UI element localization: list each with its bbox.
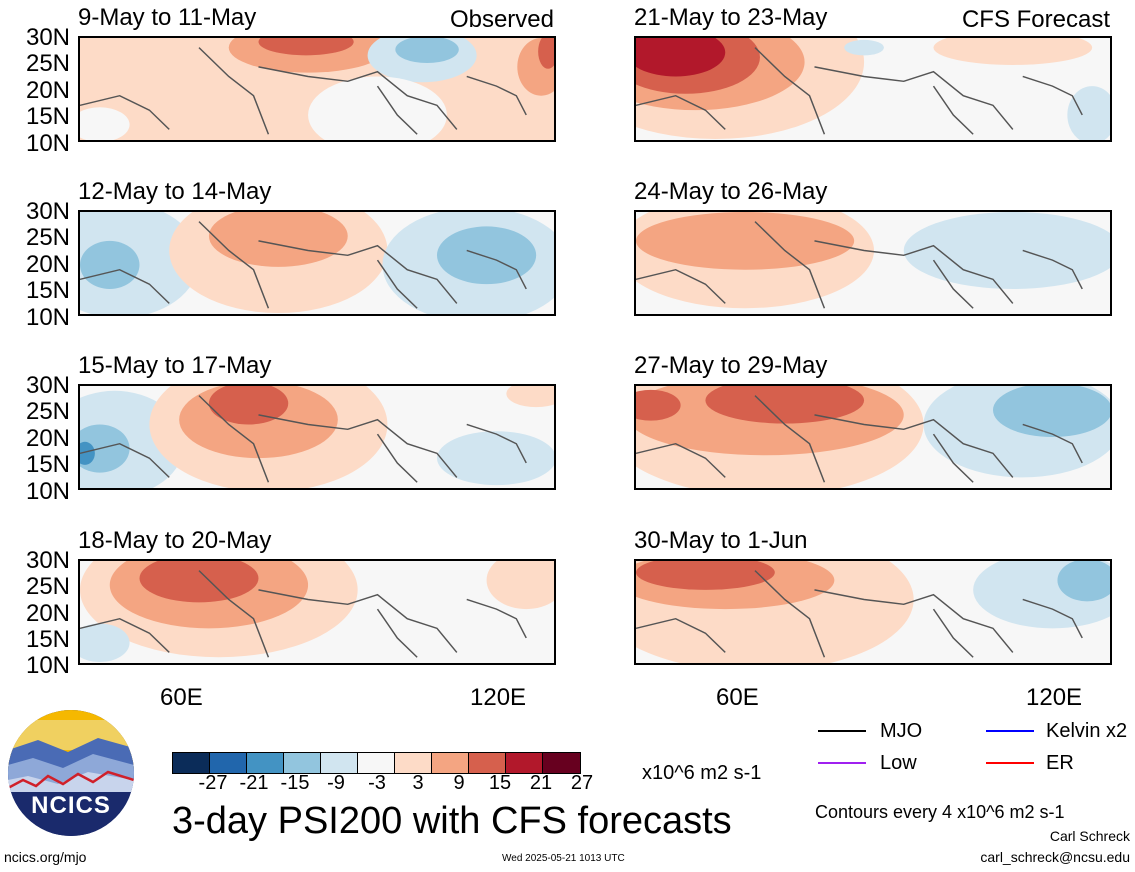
- colorbar: [172, 752, 581, 774]
- forecast-label: CFS Forecast: [961, 6, 1110, 33]
- colorbar-tick-label: 21: [529, 772, 553, 794]
- y-tick-30n: 30N: [25, 198, 70, 225]
- y-tick-25n: 25N: [25, 573, 70, 600]
- colorbar-swatch: [173, 753, 210, 773]
- legend-er-line: [986, 762, 1034, 764]
- map-panel-left-2: [78, 210, 556, 316]
- map-panel-right-4: [634, 559, 1112, 665]
- y-tick-15n: 15N: [25, 277, 70, 304]
- legend-kelvin-line: [986, 730, 1034, 732]
- map-panel-right-2: [634, 210, 1112, 316]
- y-tick-25n: 25N: [25, 224, 70, 251]
- x-tick-60e: 60E: [160, 684, 203, 711]
- colorbar-tick-label: 9: [453, 772, 465, 794]
- y-tick-20n: 20N: [25, 600, 70, 627]
- y-tick-20n: 20N: [25, 425, 70, 452]
- colorbar-tick-label: -27: [198, 772, 228, 794]
- author-email[interactable]: carl_schreck@ncsu.edu: [980, 849, 1130, 865]
- colorbar-swatch: [469, 753, 506, 773]
- colorbar-swatch: [358, 753, 395, 773]
- contour-note: Contours every 4 x10^6 m2 s-1: [815, 802, 1065, 822]
- colorbar-tick-label: 27: [570, 772, 594, 794]
- colorbar-tick-label: -21: [239, 772, 269, 794]
- colorbar-tick-label: -9: [327, 772, 345, 794]
- observed-label: Observed: [449, 6, 554, 33]
- y-tick-30n: 30N: [25, 372, 70, 399]
- panel-title-left-2: 12-May to 14-May: [78, 178, 272, 205]
- legend-mjo-label: MJO: [880, 720, 923, 742]
- map-panel-left-4: [78, 559, 556, 665]
- colorbar-swatch: [395, 753, 432, 773]
- map-panel-right-3: [634, 384, 1112, 490]
- panel-title-right-2: 24-May to 26-May: [634, 178, 828, 205]
- legend-low-label: Low: [880, 752, 917, 774]
- y-tick-30n: 30N: [25, 547, 70, 574]
- y-tick-10n: 10N: [25, 652, 70, 679]
- colorbar-tick-label: 3: [412, 772, 424, 794]
- panel-title-left-3: 15-May to 17-May: [78, 352, 272, 379]
- y-tick-15n: 15N: [25, 626, 70, 653]
- timestamp: Wed 2025-05-21 1013 UTC: [502, 853, 625, 864]
- panel-title-left-4: 18-May to 20-May: [78, 527, 272, 554]
- y-tick-20n: 20N: [25, 77, 70, 104]
- legend-er-label: ER: [1046, 752, 1074, 774]
- colorbar-swatch: [284, 753, 321, 773]
- y-tick-15n: 15N: [25, 103, 70, 130]
- y-tick-25n: 25N: [25, 50, 70, 77]
- colorbar-swatch: [432, 753, 469, 773]
- y-tick-15n: 15N: [25, 451, 70, 478]
- colorbar-units: x10^6 m2 s-1: [642, 762, 762, 784]
- map-panel-right-1: [634, 36, 1112, 142]
- panel-title-right-1: 21-May to 23-May: [634, 4, 828, 31]
- map-panel-left-1: [78, 36, 556, 142]
- colorbar-tick-label: -3: [368, 772, 386, 794]
- website-link[interactable]: ncics.org/mjo: [4, 849, 87, 865]
- colorbar-swatch: [543, 753, 580, 773]
- y-tick-10n: 10N: [25, 478, 70, 505]
- y-tick-30n: 30N: [25, 24, 70, 51]
- panel-title-right-3: 27-May to 29-May: [634, 352, 828, 379]
- colorbar-swatch: [506, 753, 543, 773]
- legend-mjo-line: [818, 730, 866, 732]
- legend-low-line: [818, 762, 866, 764]
- x-tick-60e: 60E: [716, 684, 759, 711]
- author-name: Carl Schreck: [1049, 828, 1130, 844]
- colorbar-tick-label: 15: [488, 772, 512, 794]
- map-panel-left-3: [78, 384, 556, 490]
- colorbar-tick-label: -15: [280, 772, 310, 794]
- panel-title-right-4: 30-May to 1-Jun: [634, 527, 808, 554]
- y-tick-10n: 10N: [25, 130, 70, 157]
- main-title: 3-day PSI200 with CFS forecasts: [172, 800, 732, 842]
- colorbar-swatch: [210, 753, 247, 773]
- y-tick-10n: 10N: [25, 304, 70, 331]
- colorbar-swatch: [321, 753, 358, 773]
- y-tick-25n: 25N: [25, 398, 70, 425]
- ncics-logo[interactable]: NCICS: [8, 710, 134, 836]
- logo-text: NCICS: [31, 792, 111, 819]
- y-tick-20n: 20N: [25, 251, 70, 278]
- x-tick-120e: 120E: [1026, 684, 1083, 711]
- legend-kelvin-label: Kelvin x2: [1046, 720, 1128, 742]
- panel-title-left-1: 9-May to 11-May: [78, 4, 257, 31]
- x-tick-120e: 120E: [470, 684, 527, 711]
- colorbar-swatch: [247, 753, 284, 773]
